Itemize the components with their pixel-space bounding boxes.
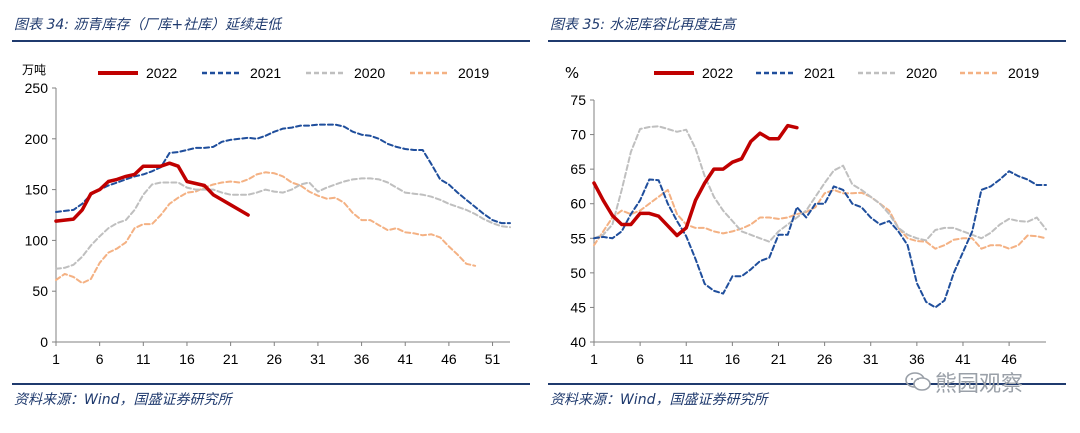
x-tick-label: 51 <box>485 351 501 367</box>
y-tick-label: 60 <box>570 196 586 212</box>
x-tick-label: 11 <box>679 351 694 367</box>
legend-label-2021: 2021 <box>804 65 835 81</box>
x-tick-label: 26 <box>817 351 833 367</box>
legend-label-2020: 2020 <box>906 65 937 81</box>
legend-label-2021: 2021 <box>250 65 281 81</box>
y-tick-label: 55 <box>570 230 586 246</box>
wechat-icon <box>905 372 931 391</box>
x-tick-label: 41 <box>397 351 413 367</box>
x-tick-label: 46 <box>1001 351 1017 367</box>
source-note: 资料来源：Wind，国盛证券研究所 <box>14 392 232 408</box>
top-rule <box>548 40 1066 42</box>
watermark-text: 熊园观察 <box>935 372 1024 397</box>
y-tick-label: 100 <box>25 232 49 248</box>
series-line-2021 <box>593 170 1047 309</box>
figure-title: 图表 34: 沥青库存（厂库+社库）延续走低 <box>14 17 282 33</box>
x-tick-label: 21 <box>771 351 787 367</box>
legend-label-2022: 2022 <box>146 65 177 81</box>
series-line-2021 <box>55 123 511 225</box>
unit-label: 万吨 <box>22 63 46 77</box>
bottom-rule <box>12 383 530 385</box>
y-tick-label: 50 <box>570 265 586 281</box>
watermark: 熊园观察 <box>905 366 1023 398</box>
x-tick-label: 11 <box>136 351 151 367</box>
series-line-2019 <box>593 188 1047 250</box>
series-line-2019 <box>55 171 477 285</box>
top-rule <box>12 40 530 42</box>
figure-title: 图表 35: 水泥库容比再度走高 <box>550 17 736 33</box>
y-tick-label: 75 <box>570 92 586 108</box>
x-tick-label: 36 <box>354 351 370 367</box>
y-tick-label: 70 <box>570 127 586 143</box>
y-tick-label: 40 <box>570 334 586 350</box>
series-line-2022 <box>592 123 799 238</box>
unit-label: % <box>565 64 579 82</box>
source-note: 资料来源：Wind，国盛证券研究所 <box>550 392 768 408</box>
legend-label-2019: 2019 <box>458 65 489 81</box>
y-tick-label: 0 <box>40 334 48 350</box>
y-tick-label: 250 <box>25 80 49 96</box>
series-line-2020 <box>55 177 511 270</box>
y-tick-label: 150 <box>25 182 49 198</box>
x-tick-label: 1 <box>590 351 598 367</box>
series-line-2022 <box>54 161 250 223</box>
legend-label-2019: 2019 <box>1008 65 1039 81</box>
x-tick-label: 41 <box>955 351 971 367</box>
right-panel: 图表 35: 水泥库容比再度走高 40 45 50 55 60 65 70 75 1 6 11 16 2… <box>548 0 1078 433</box>
left-panel: 图表 34: 沥青库存（厂库+社库）延续走低 0 50 100 150 200 250 1 6… <box>12 0 542 433</box>
x-tick-label: 26 <box>266 351 282 367</box>
x-tick-label: 31 <box>863 351 879 367</box>
x-tick-label: 16 <box>725 351 741 367</box>
x-tick-label: 36 <box>909 351 925 367</box>
x-tick-label: 21 <box>223 351 239 367</box>
x-tick-label: 1 <box>52 351 60 367</box>
x-tick-label: 6 <box>96 351 104 367</box>
y-tick-label: 45 <box>570 299 586 315</box>
series-line-2020 <box>593 125 1047 243</box>
legend-label-2020: 2020 <box>354 65 385 81</box>
bottom-rule <box>548 383 1066 385</box>
x-tick-label: 6 <box>636 351 644 367</box>
y-tick-label: 50 <box>32 283 48 299</box>
legend-label-2022: 2022 <box>702 65 733 81</box>
x-tick-label: 16 <box>179 351 195 367</box>
x-tick-label: 46 <box>441 351 457 367</box>
x-tick-label: 31 <box>310 351 326 367</box>
y-tick-label: 200 <box>25 131 49 147</box>
y-tick-label: 65 <box>570 161 586 177</box>
